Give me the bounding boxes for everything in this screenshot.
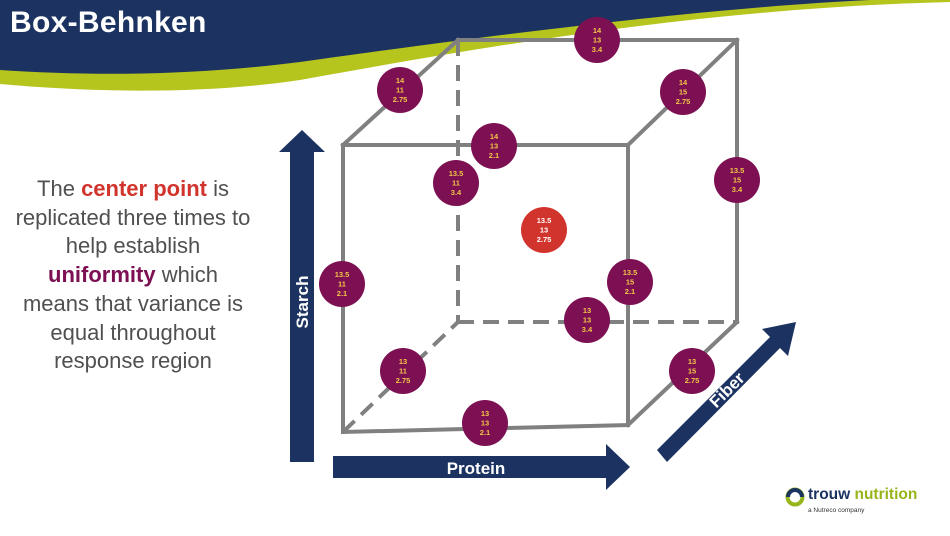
trouw-nutrition-logo: trouw nutrition a Nutreco company [784, 486, 944, 520]
design-point-label: 2.1 [480, 428, 490, 437]
design-point-label: 2.75 [537, 235, 552, 244]
design-point-label: 13.5 [623, 268, 638, 277]
design-point-label: 13 [583, 306, 591, 315]
design-point-label: 3.4 [451, 188, 462, 197]
design-point-label: 13.5 [537, 216, 552, 225]
design-point-label: 14 [679, 78, 688, 87]
design-point-circle [380, 348, 426, 394]
design-point-circle [433, 160, 479, 206]
design-point-label: 3.4 [582, 325, 593, 334]
design-point-label: 13 [490, 142, 498, 151]
design-point-label: 14 [396, 76, 405, 85]
design-point-label: 13 [481, 419, 489, 428]
starch-axis-arrow [279, 130, 325, 462]
design-point-circle [377, 67, 423, 113]
design-point-circle [521, 207, 567, 253]
design-point-circle [714, 157, 760, 203]
design-point-label: 15 [688, 367, 696, 376]
center-point-highlight: center point [81, 176, 207, 201]
protein-axis-label: Protein [447, 459, 506, 478]
design-point-circle [660, 69, 706, 115]
description-part-2: is replicated three times to help establ… [15, 176, 251, 259]
design-point-label: 2.75 [393, 95, 408, 104]
design-point-circle [607, 259, 653, 305]
design-point-label: 13 [583, 316, 591, 325]
design-point-label: 2.75 [396, 376, 411, 385]
description-part-1: The [37, 176, 82, 201]
design-point-label: 15 [626, 278, 634, 287]
logo-word-trouw: trouw [808, 486, 855, 503]
trouw-logo-icon [785, 487, 805, 507]
design-point-circle [564, 297, 610, 343]
design-point-label: 14 [490, 132, 499, 141]
design-point-label: 2.75 [685, 376, 700, 385]
design-point-label: 15 [733, 176, 741, 185]
design-point-label: 11 [399, 367, 407, 376]
design-point-label: 3.4 [592, 45, 603, 54]
design-point-label: 13 [688, 357, 696, 366]
design-point-label: 11 [338, 280, 346, 289]
design-point-label: 13.5 [335, 270, 350, 279]
design-point-circle [319, 261, 365, 307]
logo-tagline: a Nutreco company [808, 507, 865, 514]
starch-axis-label: Starch [293, 276, 312, 329]
design-point-label: 13.5 [449, 169, 464, 178]
design-point-circle [669, 348, 715, 394]
description-text: The center point is replicated three tim… [14, 175, 252, 376]
design-point-label: 2.1 [625, 287, 635, 296]
design-point-circle [462, 400, 508, 446]
logo-word-nutrition: nutrition [854, 486, 918, 503]
design-point-label: 13 [540, 226, 548, 235]
design-point-label: 14 [593, 26, 602, 35]
design-point-label: 13.5 [730, 166, 745, 175]
design-points: 14133.414112.7514152.7514132.113.5113.41… [319, 17, 760, 446]
design-point-label: 15 [679, 88, 687, 97]
design-point-label: 11 [452, 179, 460, 188]
design-point-label: 13 [481, 409, 489, 418]
design-point-label: 2.1 [337, 289, 347, 298]
uniformity-highlight: uniformity [48, 262, 156, 288]
page-title: Box-Behnken [10, 6, 207, 39]
design-point-label: 11 [396, 86, 404, 95]
design-point-label: 2.75 [676, 97, 691, 106]
protein-axis-arrow [333, 444, 630, 490]
design-point-label: 13 [593, 36, 601, 45]
design-point-label: 3.4 [732, 185, 743, 194]
design-point-circle [574, 17, 620, 63]
design-point-circle [471, 123, 517, 169]
logo-wordmark: trouw nutrition [808, 486, 917, 504]
design-point-label: 13 [399, 357, 407, 366]
fiber-axis-arrow [657, 322, 796, 462]
design-point-label: 2.1 [489, 151, 499, 160]
description-part-3: which means that variance is equal throu… [22, 262, 244, 374]
banner-navy [0, 0, 870, 74]
